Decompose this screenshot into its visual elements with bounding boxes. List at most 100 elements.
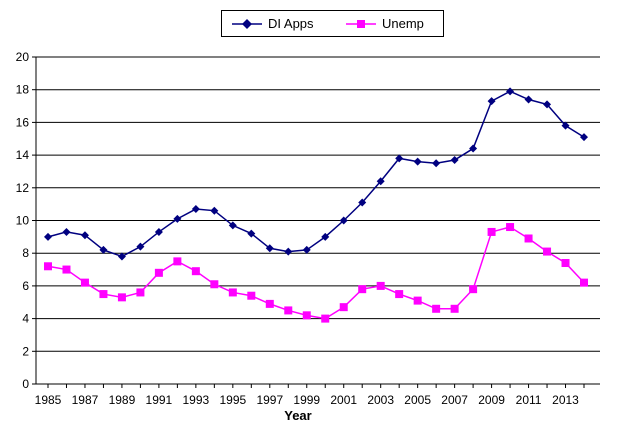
data-point-unemp	[44, 262, 52, 271]
data-point-di-apps	[376, 177, 385, 186]
data-point-unemp	[395, 290, 404, 299]
data-point-unemp	[358, 285, 367, 294]
data-point-di-apps	[62, 227, 71, 236]
data-point-unemp	[210, 280, 219, 289]
data-point-di-apps	[358, 198, 367, 207]
x-tick-label: 2007	[441, 393, 468, 407]
y-tick-label: 20	[16, 50, 30, 64]
data-point-unemp	[247, 291, 256, 300]
series-lines	[44, 87, 588, 323]
data-point-unemp	[561, 259, 570, 268]
data-point-di-apps	[44, 232, 52, 241]
y-tick-label: 12	[16, 181, 30, 195]
legend: DI Apps Unemp	[221, 10, 444, 37]
legend-label-di-apps: DI Apps	[268, 16, 314, 31]
data-point-unemp	[302, 311, 311, 320]
data-point-unemp	[62, 265, 71, 274]
data-point-unemp	[376, 281, 385, 290]
y-tick-label: 0	[22, 377, 29, 391]
legend-item-di-apps: DI Apps	[232, 11, 314, 36]
data-point-unemp	[228, 288, 237, 297]
y-tick-label: 6	[22, 279, 29, 293]
data-point-unemp	[284, 306, 293, 315]
data-point-di-apps	[228, 221, 237, 230]
data-point-unemp	[173, 257, 182, 266]
data-point-unemp	[136, 288, 145, 297]
series-unemp	[44, 223, 588, 323]
x-tick-label: 1985	[35, 393, 62, 407]
square-marker-icon	[346, 17, 376, 31]
data-point-unemp	[191, 267, 200, 276]
y-tick-label: 10	[16, 214, 30, 228]
data-point-di-apps	[302, 245, 311, 254]
y-tick-label: 2	[22, 344, 29, 358]
data-point-di-apps	[210, 206, 219, 215]
gridlines	[36, 56, 600, 385]
data-point-di-apps	[506, 87, 515, 96]
x-tick-label: 2001	[330, 393, 357, 407]
data-point-di-apps	[191, 205, 200, 214]
legend-item-unemp: Unemp	[346, 11, 424, 36]
x-axis-label: Year	[284, 408, 311, 423]
data-point-di-apps	[432, 159, 441, 168]
data-point-unemp	[580, 278, 588, 287]
data-point-di-apps	[247, 229, 256, 238]
data-point-unemp	[117, 293, 126, 302]
data-point-di-apps	[173, 214, 182, 223]
data-point-unemp	[469, 285, 478, 294]
x-tick-label: 1987	[72, 393, 99, 407]
data-point-unemp	[432, 304, 441, 313]
data-point-di-apps	[450, 156, 459, 165]
data-point-di-apps	[339, 216, 348, 225]
data-point-di-apps	[154, 227, 163, 236]
y-tick-labels: 0 2 4 6 8 10 12 14 16 18 20	[16, 50, 30, 391]
data-point-di-apps	[321, 232, 330, 241]
x-tick-label: 2009	[478, 393, 505, 407]
data-point-di-apps	[580, 133, 588, 142]
x-tick-label: 2011	[516, 393, 542, 407]
data-point-unemp	[450, 304, 459, 313]
series-line-unemp	[47, 226, 585, 320]
data-point-unemp	[506, 223, 515, 232]
data-point-unemp	[524, 234, 533, 243]
data-point-unemp	[413, 296, 422, 305]
data-point-di-apps	[80, 231, 89, 240]
data-point-di-apps	[99, 245, 108, 254]
data-point-unemp	[99, 290, 108, 299]
data-point-di-apps	[413, 157, 422, 166]
y-tick-label: 14	[16, 148, 30, 162]
legend-label-unemp: Unemp	[382, 16, 424, 31]
x-tick-label: 2005	[404, 393, 431, 407]
x-tick-label: 1989	[109, 393, 136, 407]
data-point-unemp	[80, 278, 89, 287]
diamond-marker-icon	[232, 17, 262, 31]
x-tick-label: 1997	[256, 393, 283, 407]
data-point-di-apps	[136, 242, 145, 251]
x-tick-labels: 1985 1987 1989 1991 1993 1995 1997 1999 2001 2003…	[35, 393, 580, 407]
data-point-di-apps	[284, 247, 293, 256]
y-tick-label: 18	[16, 83, 30, 97]
y-tick-label: 8	[22, 246, 29, 260]
data-point-di-apps	[487, 97, 496, 106]
data-point-di-apps	[265, 244, 274, 253]
data-point-di-apps	[543, 100, 552, 109]
data-point-unemp	[487, 227, 496, 236]
data-point-unemp	[543, 247, 552, 256]
data-point-unemp	[339, 303, 348, 312]
y-tick-label: 4	[22, 312, 29, 326]
data-point-di-apps	[469, 144, 478, 153]
x-tick-label: 2013	[552, 393, 579, 407]
data-point-di-apps	[561, 121, 570, 130]
y-tick-label: 16	[16, 115, 30, 129]
series-di-apps	[44, 87, 588, 261]
x-tick-label: 2003	[367, 393, 394, 407]
x-tick-label: 1999	[293, 393, 320, 407]
data-point-di-apps	[117, 252, 126, 261]
data-point-unemp	[265, 299, 274, 308]
x-tick-label: 1991	[146, 393, 173, 407]
x-tick-label: 1993	[183, 393, 210, 407]
data-point-unemp	[154, 268, 163, 277]
series-line-di-apps	[47, 90, 585, 258]
axes	[32, 56, 600, 388]
